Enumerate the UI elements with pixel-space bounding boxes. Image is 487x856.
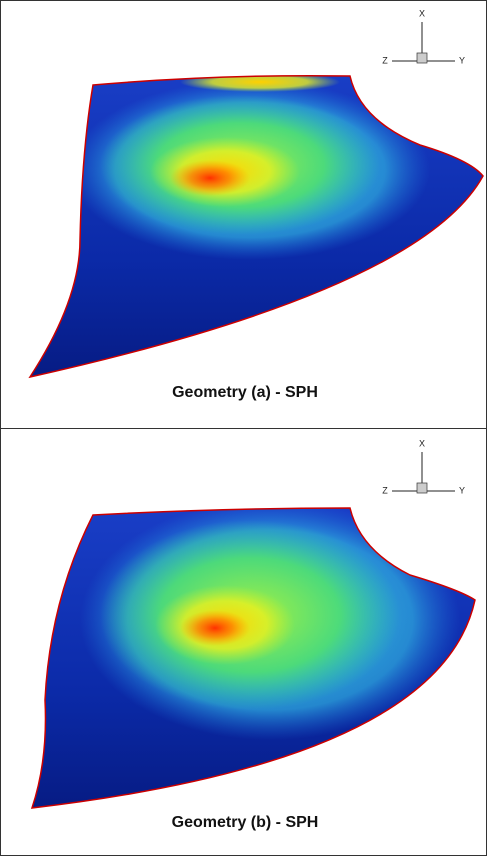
figure: Geometry (a) - SPH X Z Y Geometry (b) - SPH X… xyxy=(0,0,487,856)
triad-label: Y xyxy=(459,55,465,65)
triad-label: Y xyxy=(459,485,465,495)
panel-caption: Geometry (b) - SPH xyxy=(172,814,319,831)
contour-field xyxy=(0,60,487,390)
triad-label: Z xyxy=(382,55,388,65)
triad-label: X xyxy=(419,438,425,448)
panel-caption: Geometry (a) - SPH xyxy=(172,384,318,401)
triad-label: Z xyxy=(382,485,388,495)
triad-box xyxy=(417,53,427,63)
triad-label: X xyxy=(419,8,425,18)
contour-field xyxy=(0,500,487,820)
triad-box xyxy=(417,483,427,493)
